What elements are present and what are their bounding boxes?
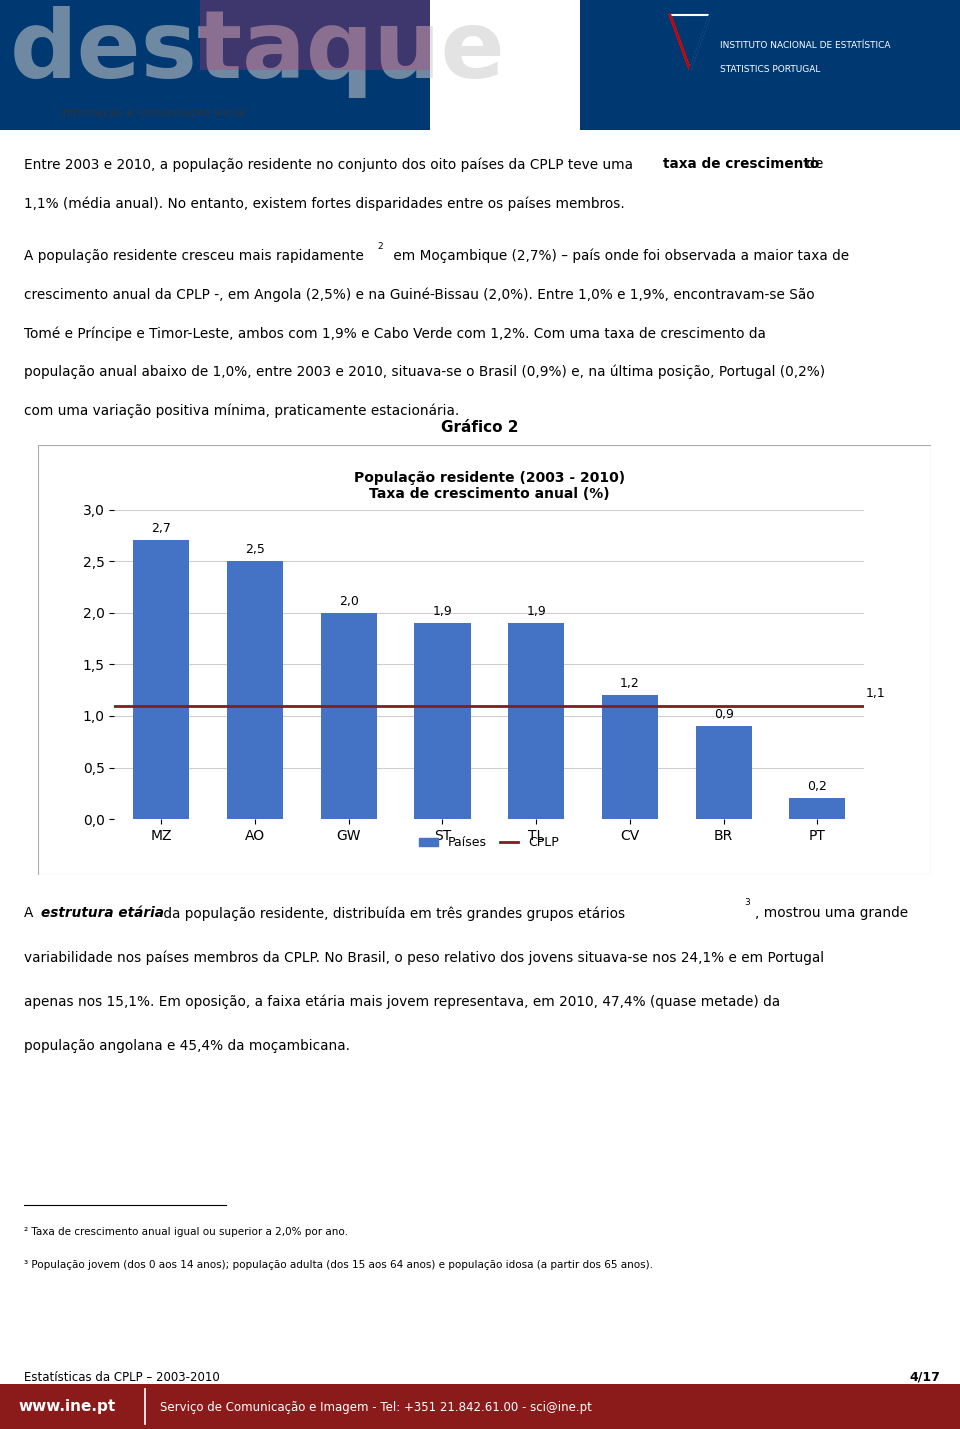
Text: ³ População jovem (dos 0 aos 14 anos); população adulta (dos 15 aos 64 anos) e p: ³ População jovem (dos 0 aos 14 anos); p…	[24, 1260, 653, 1270]
Text: taxa de crescimento: taxa de crescimento	[663, 157, 820, 171]
Text: 3: 3	[745, 897, 751, 907]
Text: INSTITUTO NACIONAL DE ESTATÍSTICA: INSTITUTO NACIONAL DE ESTATÍSTICA	[720, 40, 891, 50]
Text: 0,9: 0,9	[713, 707, 733, 722]
Text: , mostrou uma grande: , mostrou uma grande	[755, 906, 908, 920]
Text: apenas nos 15,1%. Em oposição, a faixa etária mais jovem representava, em 2010, : apenas nos 15,1%. Em oposição, a faixa e…	[24, 995, 780, 1009]
Text: 1,9: 1,9	[526, 604, 546, 617]
Bar	[580, 0, 960, 130]
Text: população anual abaixo de 1,0%, entre 2003 e 2010, situava-se o Brasil (0,9%) e,: população anual abaixo de 1,0%, entre 20…	[24, 364, 826, 379]
Text: Entre 2003 e 2010, a população residente no conjunto dos oito países da CPLP tev: Entre 2003 e 2010, a população residente…	[24, 157, 637, 171]
Text: A população residente cresceu mais rapidamente: A população residente cresceu mais rapid…	[24, 249, 364, 263]
Text: Tomé e Príncipe e Timor-Leste, ambos com 1,9% e Cabo Verde com 1,2%. Com uma tax: Tomé e Príncipe e Timor-Leste, ambos com…	[24, 326, 766, 340]
Bar	[0, 0, 430, 130]
Text: estrutura etária: estrutura etária	[40, 906, 163, 920]
Bar	[920, 0, 960, 130]
Text: Estatísticas da CPLP – 2003-2010: Estatísticas da CPLP – 2003-2010	[24, 1370, 220, 1385]
Bar	[695, 726, 752, 819]
Text: crescimento anual da CPLP -, em Angola (2,5%) e na Guiné-Bissau (2,0%). Entre 1,: crescimento anual da CPLP -, em Angola (…	[24, 287, 815, 302]
Text: da população residente, distribuída em três grandes grupos etários: da população residente, distribuída em t…	[158, 906, 625, 920]
Bar	[227, 562, 283, 819]
Text: 4/17: 4/17	[910, 1370, 941, 1385]
Text: destaque: destaque	[10, 6, 506, 99]
Text: Gráfico 2: Gráfico 2	[442, 420, 518, 434]
Text: população angolana e 45,4% da moçambicana.: população angolana e 45,4% da moçambican…	[24, 1039, 350, 1053]
Text: Serviço de Comunicação e Imagem - Tel: +351 21.842.61.00 - sci@ine.pt: Serviço de Comunicação e Imagem - Tel: +…	[160, 1400, 592, 1413]
Text: variabilidade nos países membros da CPLP. No Brasil, o peso relativo dos jovens : variabilidade nos países membros da CPLP…	[24, 950, 824, 965]
Text: informação à comunicação social: informação à comunicação social	[60, 107, 246, 119]
Text: 1,2: 1,2	[620, 677, 639, 690]
Text: 2,7: 2,7	[152, 523, 171, 536]
Bar	[508, 623, 564, 819]
Text: 1,9: 1,9	[433, 604, 452, 617]
Bar	[789, 799, 846, 819]
Text: 2,5: 2,5	[245, 543, 265, 556]
Text: 2: 2	[377, 242, 383, 250]
Text: de: de	[803, 157, 824, 171]
Text: ² Taxa de crescimento anual igual ou superior a 2,0% por ano.: ² Taxa de crescimento anual igual ou sup…	[24, 1228, 348, 1238]
Text: STATISTICS PORTUGAL: STATISTICS PORTUGAL	[720, 66, 821, 74]
Text: 1,1: 1,1	[866, 687, 886, 700]
Text: com uma variação positiva mínima, praticamente estacionária.: com uma variação positiva mínima, pratic…	[24, 403, 459, 419]
Bar	[602, 696, 658, 819]
Bar	[415, 623, 470, 819]
Text: 0,2: 0,2	[807, 780, 828, 793]
Text: www.ine.pt: www.ine.pt	[18, 1399, 115, 1415]
Polygon shape	[670, 14, 710, 70]
Bar	[133, 540, 189, 819]
Legend: Países, CPLP: Países, CPLP	[415, 832, 564, 855]
Bar	[200, 0, 430, 70]
Text: 2,0: 2,0	[339, 594, 359, 607]
Text: em Moçambique (2,7%) – país onde foi observada a maior taxa de: em Moçambique (2,7%) – país onde foi obs…	[389, 249, 849, 263]
Bar	[321, 613, 376, 819]
Text: A: A	[24, 906, 37, 920]
Text: 1,1% (média anual). No entanto, existem fortes disparidades entre os países memb: 1,1% (média anual). No entanto, existem …	[24, 196, 625, 210]
Title: População residente (2003 - 2010)
Taxa de crescimento anual (%): População residente (2003 - 2010) Taxa d…	[353, 472, 625, 502]
